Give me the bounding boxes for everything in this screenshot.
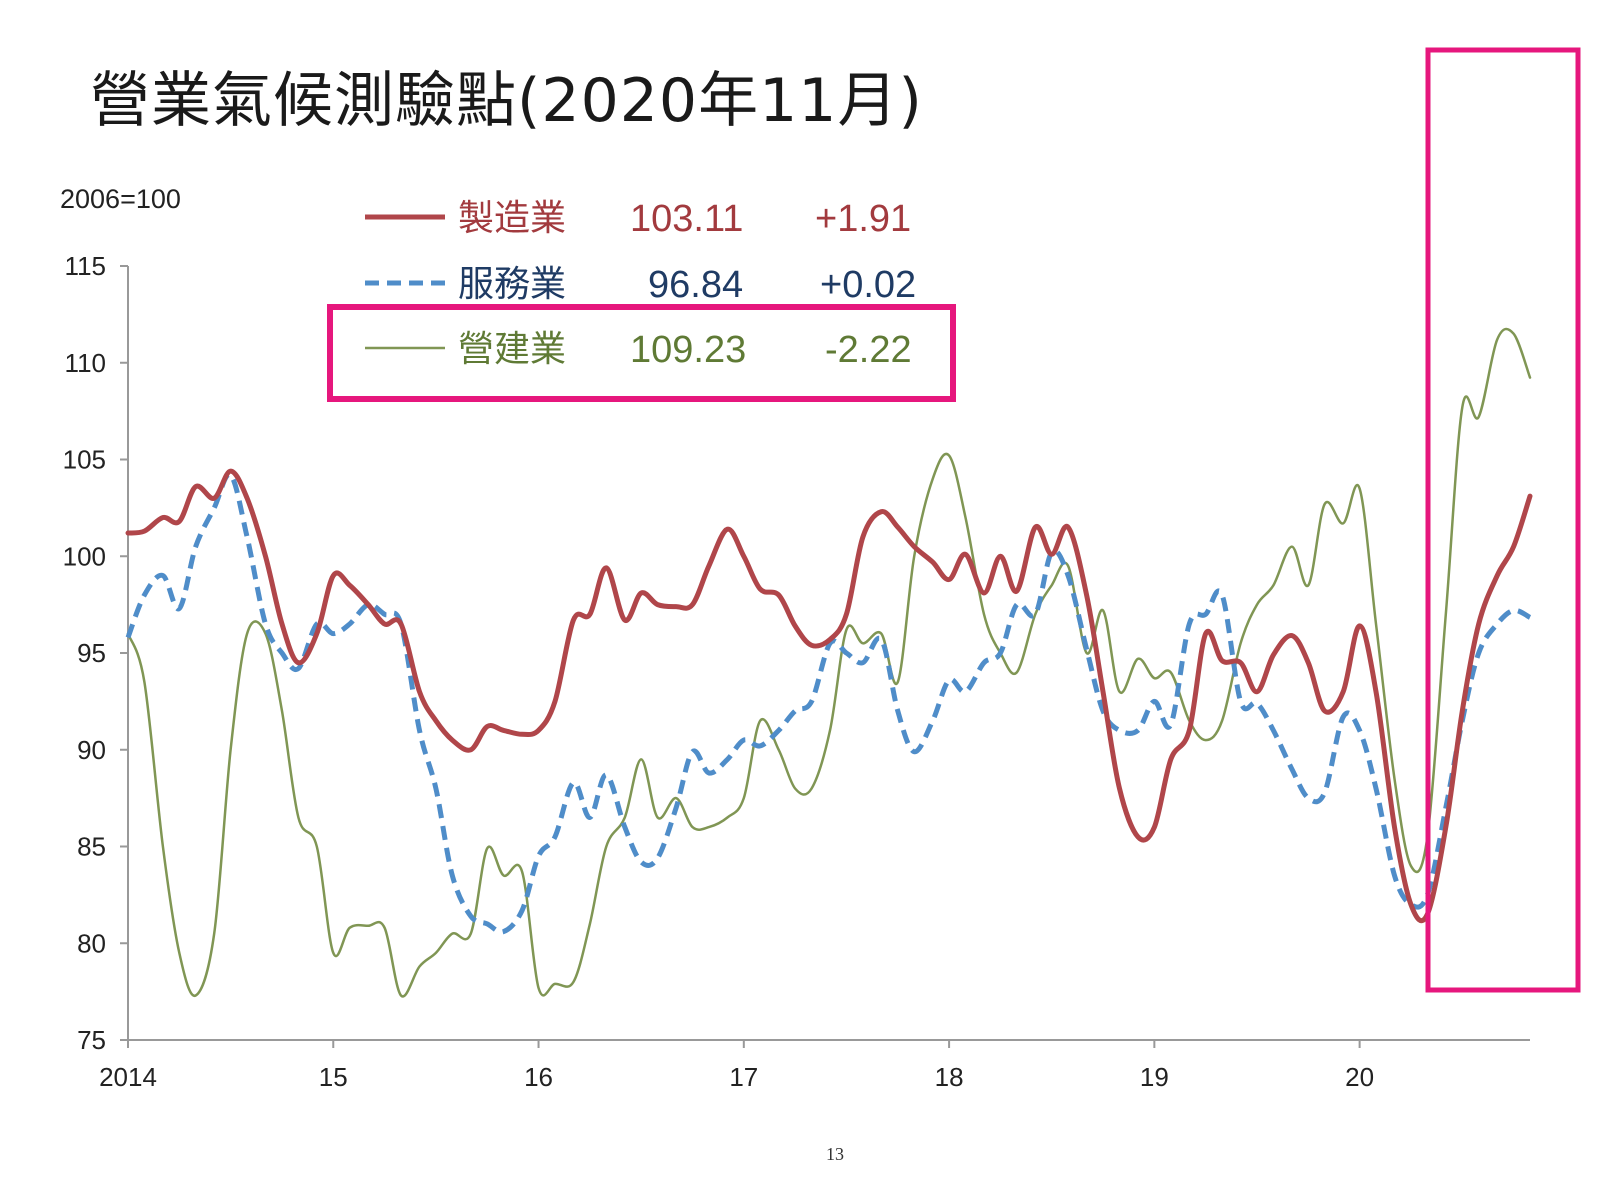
- x-tick-label: 20: [1345, 1062, 1374, 1092]
- y-tick-label: 85: [77, 832, 106, 862]
- y-tick-label: 90: [77, 735, 106, 765]
- legend-label-manufacturing: 製造業: [458, 198, 566, 239]
- x-tick-label: 18: [935, 1062, 964, 1092]
- series-line-manufacturing: [125, 468, 1533, 924]
- x-tick-label: 17: [729, 1062, 758, 1092]
- series-line-services: [125, 472, 1532, 935]
- page-title: 營業氣候測驗點(2020年11月): [90, 66, 923, 136]
- legend-value-services: 96.84: [648, 264, 743, 306]
- y-tick-label: 95: [77, 638, 106, 668]
- legend-label-services: 服務業: [458, 264, 566, 305]
- y-axis-base-label: 2006=100: [60, 184, 181, 214]
- series-line-construction: [126, 327, 1532, 998]
- chart-axes: 75 80 85 90 95 100 105 110 115 2014 15 16 17 18 19 20: [63, 251, 1530, 1092]
- y-tick-label: 100: [63, 541, 106, 571]
- x-tick-label: 15: [319, 1062, 348, 1092]
- legend-change-services: +0.02: [820, 264, 916, 306]
- y-tick-label: 75: [77, 1025, 106, 1055]
- legend-change-manufacturing: +1.91: [815, 198, 911, 240]
- x-tick-label: 2014: [99, 1062, 157, 1092]
- chart-series: [125, 327, 1533, 998]
- x-tick-label: 19: [1140, 1062, 1169, 1092]
- legend-value-construction: 109.23: [630, 329, 746, 371]
- y-tick-label: 110: [65, 348, 106, 378]
- legend-value-manufacturing: 103.11: [630, 198, 743, 240]
- legend-label-construction: 營建業: [458, 329, 566, 370]
- legend-highlight-box: [327, 304, 956, 402]
- y-tick-label: 80: [77, 928, 106, 958]
- page-number: 13: [826, 1144, 844, 1164]
- y-tick-label: 105: [63, 445, 106, 475]
- recent-period-highlight-box: [1425, 47, 1581, 993]
- x-tick-label: 16: [524, 1062, 553, 1092]
- legend-change-construction: -2.22: [825, 329, 912, 371]
- chart-legend: 製造業 103.11 +1.91 服務業 96.84 +0.02 營建業 109…: [365, 198, 916, 371]
- y-tick-label: 115: [65, 251, 106, 281]
